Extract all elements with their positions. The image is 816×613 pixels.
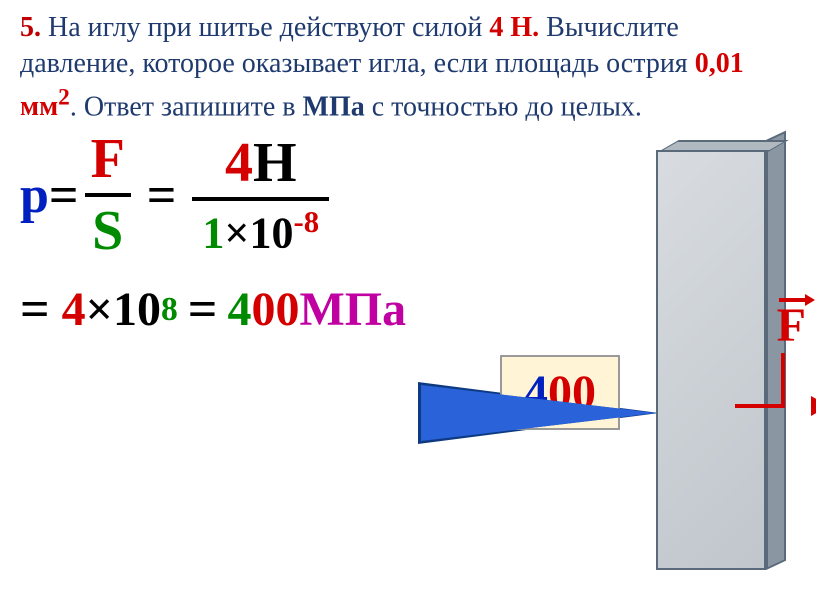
result-times: ×10 xyxy=(86,282,161,337)
vector-overline-tip xyxy=(805,294,815,306)
var-p: p xyxy=(20,166,49,225)
fraction-values: 4Н 1×10-8 xyxy=(192,131,329,259)
diagram: F xyxy=(516,140,796,600)
formula-line-2: = 4 ×10 8 = 4 00 МПа xyxy=(20,280,406,339)
board-front xyxy=(656,150,766,570)
answer-4: 4 xyxy=(227,282,251,337)
formula-area: p = F S = 4Н 1×10-8 = 4 ×10 8 = 4 00 МПа xyxy=(20,145,406,339)
problem-number: 5. xyxy=(20,12,41,43)
equals-2: = xyxy=(147,166,177,225)
answer-unit: МПа xyxy=(303,91,365,122)
force-label: F xyxy=(777,298,806,353)
fraction-FS: F S xyxy=(85,127,131,263)
arrow-head-icon xyxy=(811,396,816,416)
arrow-horizontal xyxy=(735,404,785,408)
formula-line-1: p = F S = 4Н 1×10-8 xyxy=(20,145,406,245)
problem-text-3: . Ответ запишите в xyxy=(70,91,303,122)
problem-text-4: с точностью до целых. xyxy=(365,91,642,122)
vector-overline xyxy=(779,298,807,302)
result-exp: 8 xyxy=(161,291,178,329)
force-vector: F xyxy=(777,298,806,353)
needle-icon xyxy=(421,385,656,441)
equals-3: = xyxy=(20,280,50,339)
problem-statement: 5. На иглу при шитье действуют силой 4 Н… xyxy=(20,10,796,126)
force-value: 4 Н. xyxy=(489,12,539,43)
result-coeff: 4 xyxy=(62,282,86,337)
problem-text-1: На иглу при шитье действуют силой xyxy=(41,12,489,43)
equals-1: = xyxy=(49,166,79,225)
board xyxy=(656,140,786,580)
answer-00: 00 xyxy=(251,282,299,337)
equals-4: = xyxy=(188,280,218,339)
var-F: F xyxy=(85,127,131,193)
answer-mpa: МПа xyxy=(299,282,406,337)
arrow-vertical xyxy=(781,353,785,408)
var-S: S xyxy=(86,197,129,263)
denominator: 1×10-8 xyxy=(192,201,329,259)
numerator-4H: 4Н xyxy=(205,131,317,197)
